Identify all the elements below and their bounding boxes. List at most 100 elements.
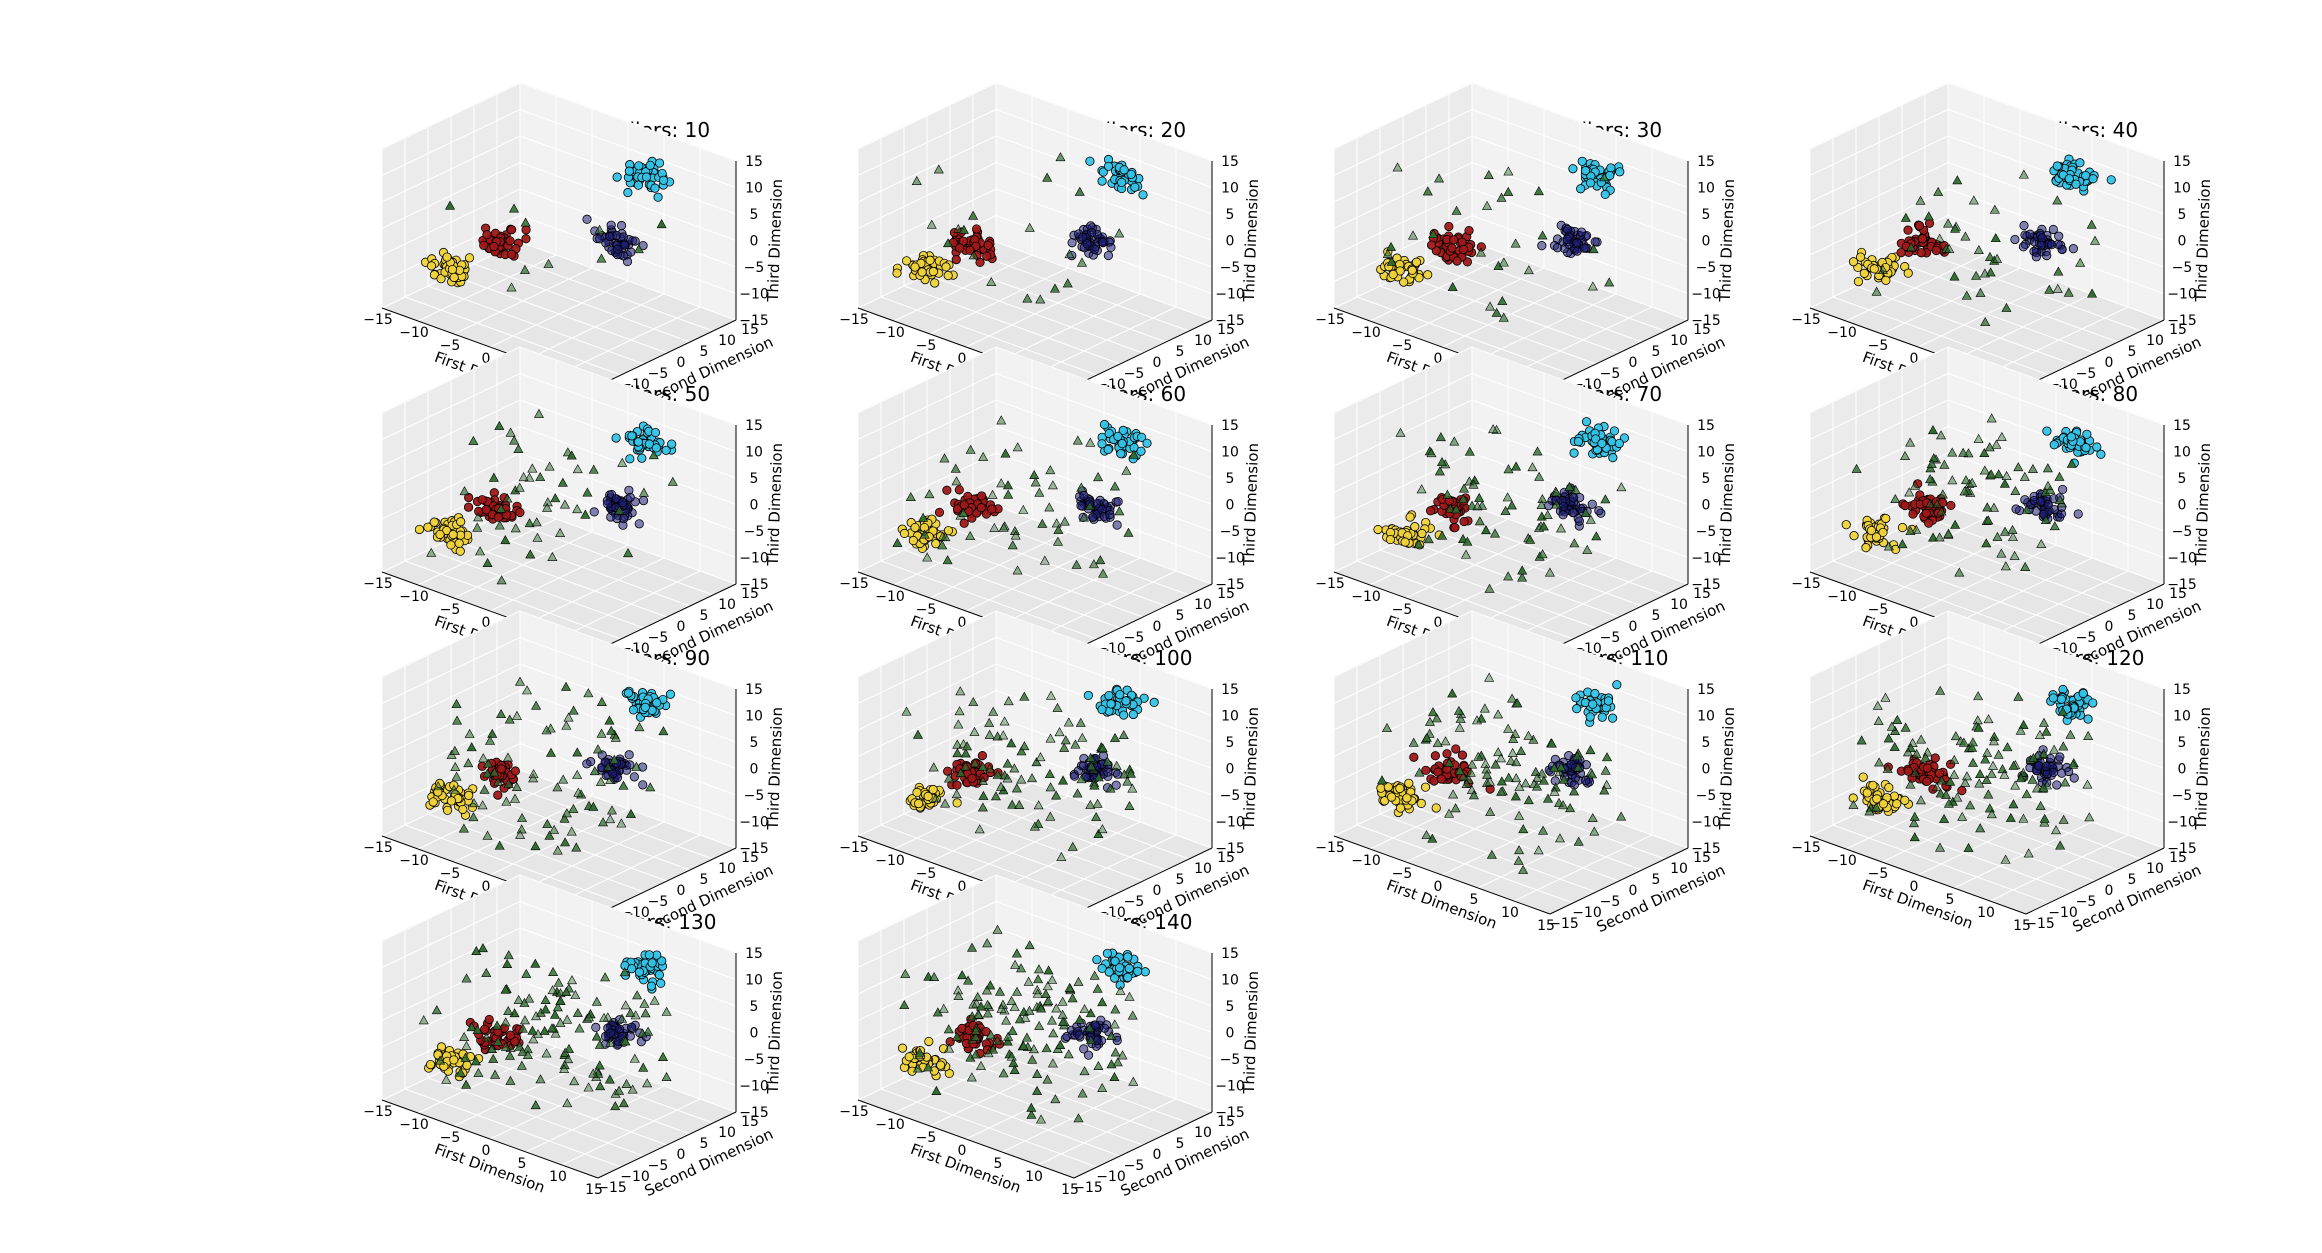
point-navy (625, 492, 635, 502)
outlier-point (1474, 516, 1485, 526)
z-tick-label: 10 (1221, 181, 1239, 197)
outlier-point (560, 1047, 571, 1057)
outlier-point (568, 705, 579, 715)
point-cyan (2088, 174, 2098, 184)
point-cyan (1119, 165, 1129, 175)
point-red (521, 225, 531, 235)
z-tick-label: 10 (2173, 709, 2191, 725)
x-tick-label: −15 (1791, 312, 1821, 328)
point-cyan (661, 445, 671, 455)
outlier-point (1012, 565, 1023, 575)
outlier-point (1442, 489, 1453, 499)
outlier-point (1542, 793, 1553, 803)
outlier-point (1554, 833, 1565, 843)
outlier-point (658, 1051, 669, 1061)
outlier-point (596, 728, 607, 738)
outlier-point (1480, 758, 1491, 768)
outlier-point (1939, 459, 1950, 469)
point-yellow (1903, 268, 1913, 278)
outlier-point (1536, 499, 1547, 510)
outlier-point (494, 520, 505, 530)
y-tick-label: 0 (1153, 355, 1162, 371)
point-cyan (1130, 182, 1140, 192)
outlier-point (1872, 700, 1883, 710)
point-navy (1087, 512, 1098, 522)
outlier-point (982, 1008, 993, 1018)
point-yellow (912, 787, 922, 798)
point-cyan (625, 454, 635, 464)
z-tick-label: 0 (1226, 498, 1235, 514)
point-navy (2069, 773, 2079, 783)
outlier-point (441, 1074, 452, 1084)
outlier-point (548, 966, 559, 976)
outlier-point (1122, 776, 1133, 786)
outlier-point (2051, 825, 2062, 835)
outlier-point (1002, 1036, 1013, 1046)
outlier-point (1925, 498, 1936, 508)
z-tick-label: −15 (739, 313, 769, 329)
grid-line (1809, 610, 1949, 678)
outlier-point (1042, 1074, 1053, 1084)
outlier-point (505, 427, 516, 437)
outlier-point (1002, 758, 1013, 768)
outlier-point (1968, 195, 1979, 205)
point-red (1459, 516, 1469, 527)
outlier-point (482, 768, 493, 778)
outlier-point (1518, 824, 1529, 834)
x-tick-label: 15 (585, 1182, 603, 1198)
point-cyan (634, 967, 645, 977)
y-axis-line (1549, 847, 1689, 915)
outlier-point (514, 482, 525, 492)
y-tick-label: 15 (741, 586, 759, 602)
outlier-point (1467, 759, 1478, 769)
outlier-point (2035, 800, 2046, 810)
x-tick-label: 0 (958, 879, 967, 895)
outlier-point (988, 1044, 999, 1054)
outlier-point (1902, 747, 1913, 757)
y-tick-label: −5 (2076, 630, 2097, 646)
y-axis-line (2025, 847, 2165, 915)
point-red (952, 780, 962, 790)
point-navy (1067, 238, 1077, 248)
y-tick-label: −5 (1124, 1158, 1145, 1174)
outlier-point (998, 730, 1009, 740)
outlier-point (1011, 783, 1022, 793)
z-tick-label: −15 (739, 577, 769, 593)
outlier-point (1059, 516, 1070, 526)
outlier-point (1958, 447, 1969, 457)
grid-line (519, 874, 737, 954)
y-axis-line (597, 583, 737, 651)
outlier-point (2005, 812, 2016, 822)
outlier-point (600, 972, 611, 982)
outlier-point (2049, 521, 2060, 531)
outlier-point (1451, 205, 1462, 215)
outlier-point (433, 781, 444, 791)
x-tick-label: −5 (440, 338, 461, 354)
outlier-point (496, 709, 507, 719)
z-tick-label: 0 (2178, 498, 2187, 514)
outlier-point (445, 200, 456, 210)
outlier-point (1988, 760, 1999, 770)
outlier-point (517, 1046, 528, 1056)
outlier-point (524, 518, 535, 528)
y-tick-label: −15 (1549, 916, 1579, 932)
outlier-point (572, 1007, 583, 1017)
outlier-point (1077, 732, 1088, 742)
outlier-point (922, 552, 933, 562)
outlier-point (572, 504, 583, 514)
point-yellow (904, 1052, 914, 1062)
outlier-point (2020, 561, 2031, 571)
point-red (959, 518, 969, 528)
outlier-point (648, 450, 659, 460)
outlier-point (968, 250, 979, 260)
outlier-point (1933, 186, 1944, 196)
outlier-point (473, 512, 484, 522)
point-red (1914, 221, 1925, 231)
outlier-point (1057, 996, 1068, 1006)
scatter3d-plot: −15−15−15−10−10−10−5−5−50005551010101515… (1315, 346, 1738, 672)
outlier-point (574, 1023, 585, 1033)
outlier-point (544, 830, 555, 840)
point-yellow (447, 265, 458, 275)
point-navy (1590, 237, 1600, 247)
outlier-point (2090, 235, 2101, 245)
